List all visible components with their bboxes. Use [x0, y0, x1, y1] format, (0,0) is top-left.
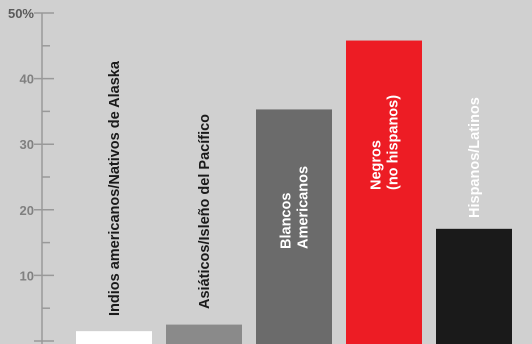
- bars: [76, 40, 512, 344]
- bar-label-line: Negros: [369, 140, 385, 190]
- bar-label-line: Hispanos/Latinos: [467, 97, 483, 218]
- bar-label-line: Indios americanos/Nativos de Alaska: [107, 60, 123, 316]
- bar: [166, 324, 242, 344]
- y-tick-label: 40: [20, 72, 34, 87]
- bar: [256, 109, 332, 344]
- bar-labels: Indios americanos/Nativos de Alaska Asiát…: [107, 60, 483, 316]
- y-tick-label: 20: [20, 203, 34, 218]
- bar-label: Negros(no hispanos): [369, 95, 402, 190]
- bar: [346, 40, 422, 344]
- bar-label-line: (no hispanos): [386, 95, 402, 190]
- y-tick-label: 50%: [8, 6, 34, 21]
- bar-label: BlancosAmericanos: [279, 166, 312, 249]
- bar-label-line: Blancos: [279, 193, 295, 249]
- bar: [76, 331, 152, 344]
- bar: [436, 228, 512, 344]
- y-tick-label: 30: [20, 137, 34, 152]
- y-tick-label: 10: [20, 268, 34, 283]
- bar-label-line: Asiáticos/Isleño del Pacífico: [197, 114, 213, 309]
- bar-label: Hispanos/Latinos: [467, 97, 483, 218]
- y-axis: 10 20 30 40 50%: [8, 6, 54, 344]
- bar-label: Asiáticos/Isleño del Pacífico: [197, 114, 213, 309]
- bar-label: Indios americanos/Nativos de Alaska: [107, 60, 123, 316]
- bar-label-line: Americanos: [296, 166, 312, 249]
